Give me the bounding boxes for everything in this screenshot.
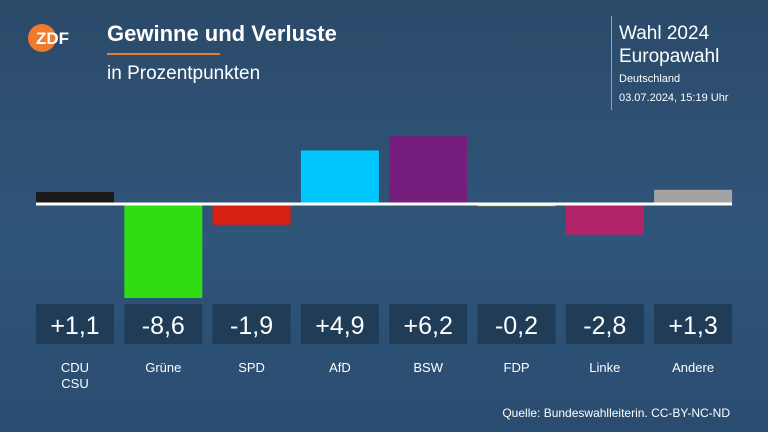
bar-3 [300, 150, 379, 204]
value-box-1 [124, 304, 203, 344]
bar-4 [389, 136, 468, 204]
zdf-logo-text: ZDF [36, 29, 69, 48]
header-divider [611, 16, 612, 110]
category-label-2: SPD [238, 360, 265, 375]
category-label-5: FDP [504, 360, 530, 375]
election-title: Wahl 2024 Europawahl [619, 22, 719, 68]
election-year: Wahl 2024 [619, 23, 710, 44]
category-label-3: AfD [329, 360, 351, 375]
value-label-2: -1,9 [230, 312, 273, 340]
chart-subtitle: in Prozentpunkten [107, 63, 261, 84]
category-label-6: Linke [589, 360, 620, 375]
value-box-7 [654, 304, 733, 344]
category-label-4: BSW [413, 360, 443, 375]
title-underline [107, 53, 220, 55]
bar-2 [212, 204, 291, 225]
chart-title: Gewinne und Verluste [107, 21, 337, 46]
value-label-6: -2,8 [583, 312, 626, 340]
source-note: Quelle: Bundeswahlleiterin. CC-BY-NC-ND [502, 406, 730, 420]
value-label-5: -0,2 [495, 312, 538, 340]
zdf-logo: ZDF [28, 24, 69, 52]
value-box-2 [212, 304, 291, 344]
bar-1 [124, 204, 203, 298]
value-label-3: +4,9 [315, 312, 364, 340]
value-label-1: -8,6 [142, 312, 185, 340]
bar-6 [565, 204, 644, 235]
value-box-0 [36, 304, 114, 344]
region-label: Deutschland [619, 73, 681, 85]
value-label-0: +1,1 [50, 312, 99, 340]
category-label-7: Andere [672, 360, 714, 375]
value-box-3 [300, 304, 379, 344]
value-box-5 [477, 304, 556, 344]
bar-0 [36, 191, 114, 204]
value-label-4: +6,2 [404, 312, 453, 340]
timestamp: 03.07.2024, 15:19 Uhr [619, 92, 729, 104]
value-box-6 [565, 304, 644, 344]
election-name: Europawahl [619, 46, 720, 67]
category-label-1: Grüne [145, 360, 181, 375]
value-box-4 [389, 304, 468, 344]
category-label-0: CDU CSU [61, 360, 89, 391]
value-label-7: +1,3 [668, 312, 717, 340]
bar-7 [654, 189, 733, 204]
